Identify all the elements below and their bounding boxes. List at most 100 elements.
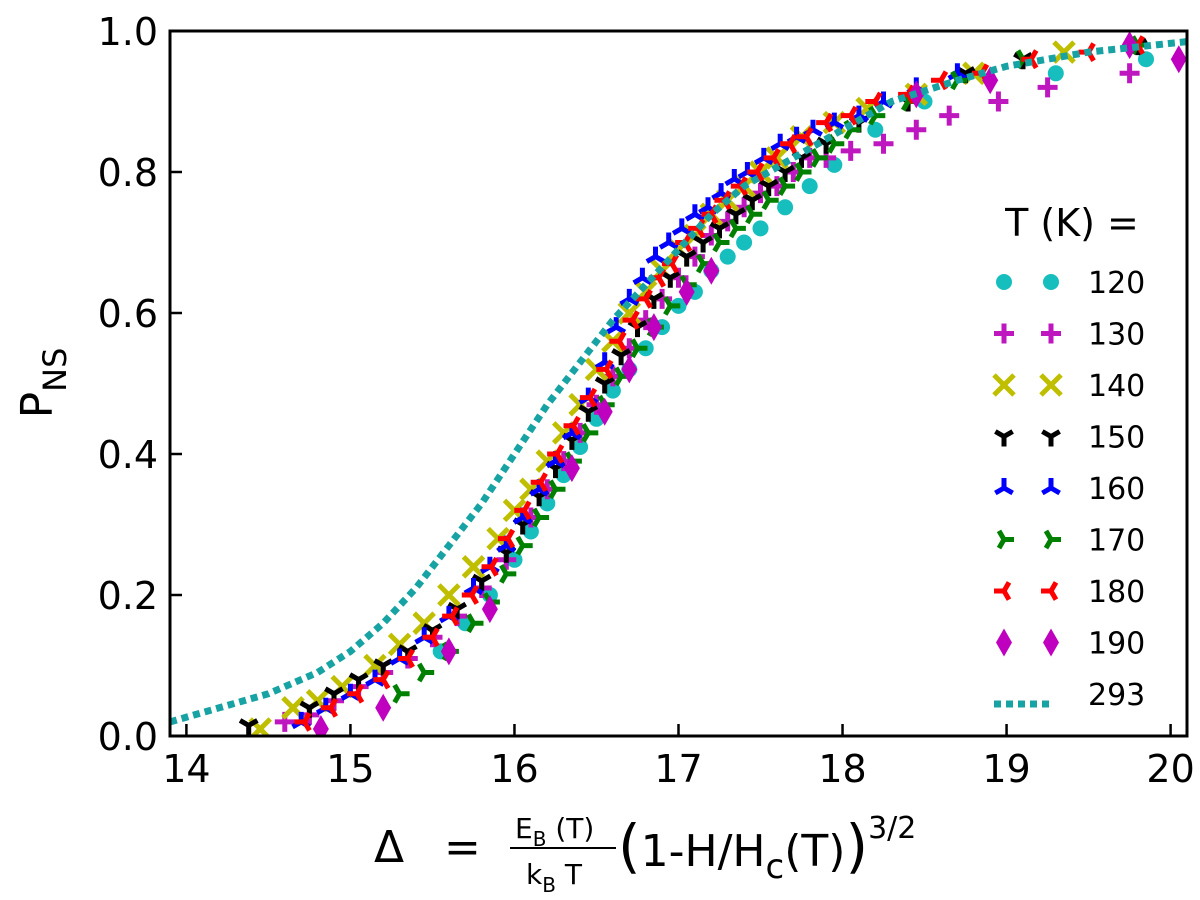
point-160-20	[658, 232, 679, 250]
plot-frame	[168, 29, 1189, 738]
point-160-22	[684, 204, 705, 222]
point-180-10	[514, 500, 532, 521]
point-180-9	[497, 528, 516, 549]
point-130-35	[1119, 63, 1140, 84]
point-130-33	[988, 91, 1009, 112]
point-190-3	[481, 595, 498, 624]
point-170-22	[777, 176, 796, 197]
point-170-23	[794, 162, 812, 182]
legend-marker-b-150	[1041, 429, 1061, 447]
point-170-24	[810, 147, 828, 168]
legend-item-140: 140	[992, 369, 1145, 404]
point-170-7	[531, 507, 550, 528]
point-170-5	[499, 563, 517, 584]
point-170-21	[761, 190, 779, 211]
point-120-9	[604, 382, 621, 399]
x-label-expression: (1-H/Hc(T))3/2	[618, 811, 916, 887]
point-190-13	[1170, 45, 1187, 74]
legend-label-120: 120	[1088, 266, 1145, 301]
x-tick-label-1: 15	[326, 747, 374, 791]
legend-marker-a-120	[996, 274, 1012, 290]
point-170-0	[392, 683, 410, 704]
point-190-12	[1121, 31, 1138, 60]
legend-marker-a-170	[996, 529, 1014, 550]
point-140-8	[461, 555, 486, 579]
series-layer	[170, 31, 1187, 736]
x-tick-label-6: 20	[1146, 747, 1194, 791]
point-140-7	[437, 583, 461, 607]
point-180-3	[373, 669, 391, 690]
point-170-1	[417, 662, 435, 683]
legend-title: T (K) =	[1004, 201, 1139, 245]
y-axis-label-sub: NS	[36, 348, 74, 392]
point-170-6	[515, 535, 533, 556]
legend-item-170: 170	[996, 524, 1145, 559]
series-140	[248, 40, 1076, 736]
point-150-16	[611, 348, 632, 366]
point-180-31	[840, 105, 858, 126]
point-130-30	[873, 133, 894, 154]
point-140-26	[765, 146, 789, 170]
legend-marker-a-180	[994, 581, 1012, 601]
point-180-13	[563, 415, 581, 436]
point-160-16	[606, 317, 627, 335]
x-label-delta: Δ	[374, 822, 404, 873]
point-120-20	[801, 178, 818, 195]
point-120-18	[752, 220, 769, 237]
legend-marker-a-130	[994, 323, 1014, 344]
point-120-24	[1047, 65, 1064, 82]
point-120-5	[539, 495, 556, 512]
ticks-layer: 14 15 16 17 18 19 20 0.0 0.2 0.4 0.6 0.8 1.0	[98, 10, 1195, 791]
legend-marker-b-120	[1043, 274, 1059, 290]
point-120-25	[1138, 51, 1154, 68]
series-170	[392, 35, 1148, 704]
legend-label-140: 140	[1088, 369, 1145, 404]
point-190-9	[703, 256, 720, 285]
point-150-22	[709, 221, 730, 239]
point-180-0	[294, 711, 312, 732]
point-120-17	[736, 234, 753, 251]
point-130-31	[906, 119, 927, 140]
x-tick-label-0: 14	[162, 747, 210, 791]
point-150-21	[693, 235, 714, 253]
point-190-2	[440, 637, 457, 666]
point-120-4	[522, 523, 539, 540]
point-180-1	[320, 697, 338, 718]
point-150-14	[578, 404, 599, 422]
point-180-17	[622, 310, 640, 331]
point-170-8	[548, 479, 566, 500]
legend-item-293: 293	[994, 678, 1145, 713]
point-150-15	[594, 376, 615, 394]
legend-item-180: 180	[994, 575, 1145, 610]
point-160-21	[671, 218, 692, 236]
series-160	[291, 63, 968, 730]
point-170-18	[712, 232, 730, 253]
y-tick-label-1: 0.2	[98, 574, 158, 618]
legend-label-180: 180	[1088, 575, 1145, 610]
legend-marker-b-130	[1041, 323, 1061, 344]
point-180-7	[461, 585, 479, 605]
x-tick-label-2: 16	[490, 747, 538, 791]
point-120-7	[572, 439, 589, 455]
legend-marker-b-180	[1041, 581, 1059, 601]
series-150	[238, 37, 1148, 736]
legend-label-160: 160	[1088, 472, 1145, 507]
legend-marker-b-190	[1043, 628, 1059, 657]
point-180-11	[530, 472, 548, 493]
x-tick-label-5: 19	[982, 747, 1030, 791]
legend-marker-b-140	[1039, 373, 1063, 397]
point-130-29	[840, 140, 861, 161]
point-180-30	[816, 112, 834, 133]
point-180-12	[547, 444, 565, 464]
point-190-4	[563, 454, 580, 483]
point-120-21	[826, 156, 843, 173]
point-130-34	[1037, 77, 1058, 98]
point-190-0	[312, 715, 329, 736]
point-170-3	[466, 613, 484, 634]
legend: T (K) = 120 130 140 150 160 170 180 190 293	[992, 201, 1145, 713]
point-180-5	[422, 627, 440, 648]
legend-label-170: 170	[1088, 524, 1145, 559]
point-170-20	[745, 204, 763, 225]
y-tick-label-3: 0.6	[98, 292, 158, 336]
point-170-10	[581, 422, 599, 443]
